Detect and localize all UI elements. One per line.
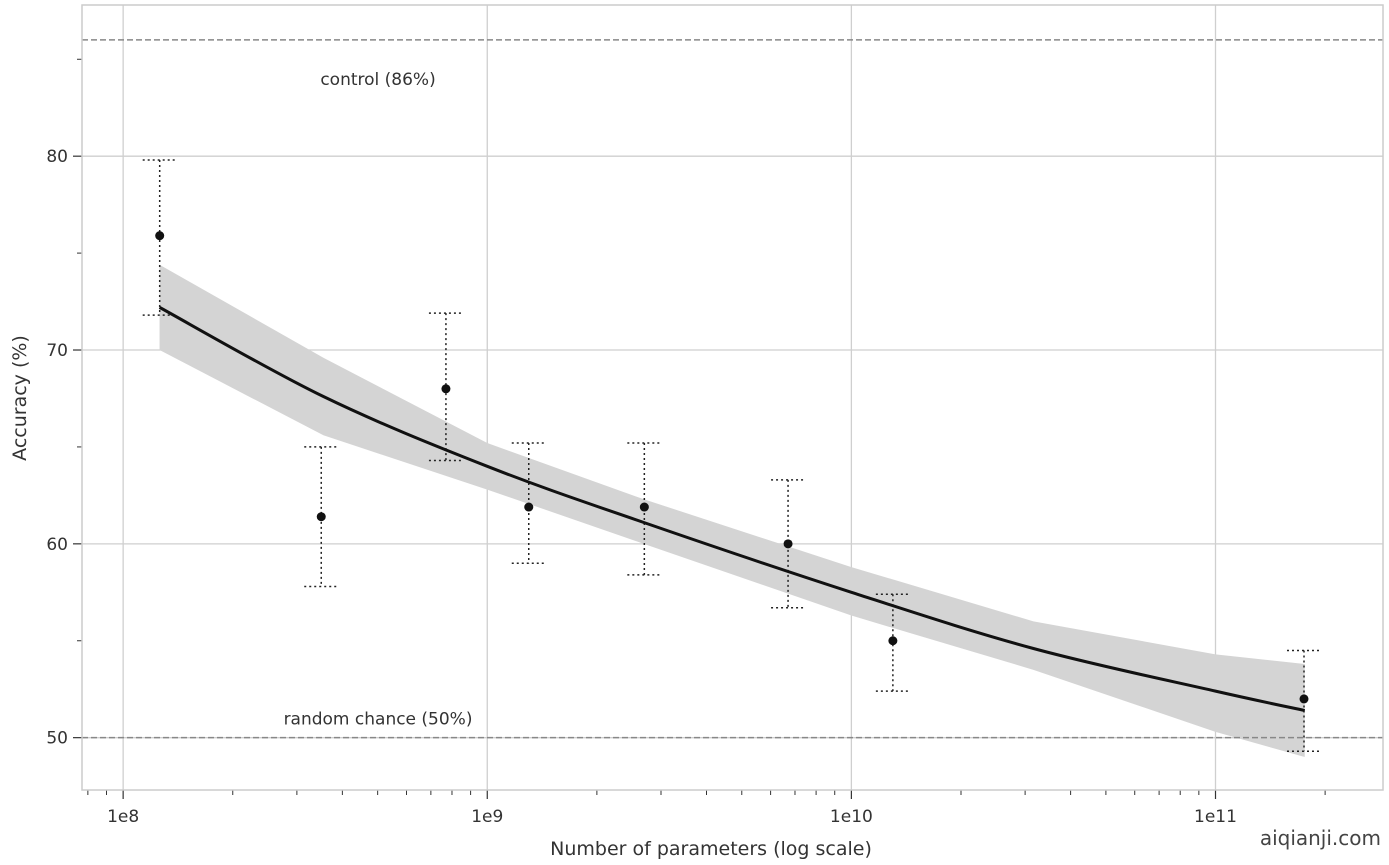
fit-line	[158, 306, 1306, 712]
data-point	[639, 502, 649, 512]
data-points	[155, 231, 1309, 704]
fit-curve	[158, 306, 1306, 712]
y-tick-label: 70	[46, 341, 68, 361]
data-point	[316, 512, 326, 522]
error-bars	[142, 159, 1321, 752]
y-tick-label: 60	[46, 535, 68, 555]
data-point	[783, 539, 793, 549]
confidence-band	[159, 264, 1305, 758]
data-point	[155, 231, 165, 241]
watermark: aiqianji.com	[1259, 826, 1381, 850]
data-point	[1299, 694, 1309, 704]
plot-frame	[81, 4, 1384, 791]
x-tick-label: 1e11	[1194, 807, 1237, 827]
x-axis-label: Number of parameters (log scale)	[550, 838, 872, 860]
reference-lines: control (86%) random chance (50%)	[82, 39, 1383, 739]
x-tick-label: 1e9	[471, 807, 503, 827]
confidence-band-area	[159, 264, 1305, 758]
x-tick-label: 1e8	[107, 807, 139, 827]
x-tick-label: 1e10	[830, 807, 873, 827]
data-point	[524, 502, 534, 512]
reference-line-label: random chance (50%)	[284, 710, 473, 730]
y-tick-label: 80	[46, 147, 68, 167]
data-point	[888, 636, 898, 646]
y-tick-label: 50	[46, 729, 68, 749]
axes: 1e8 1e9 1e10 1e11 50 60 70 80	[46, 4, 1384, 827]
reference-line-label: control (86%)	[320, 70, 435, 90]
y-axis-label: Accuracy (%)	[9, 335, 31, 461]
data-point	[441, 384, 451, 394]
